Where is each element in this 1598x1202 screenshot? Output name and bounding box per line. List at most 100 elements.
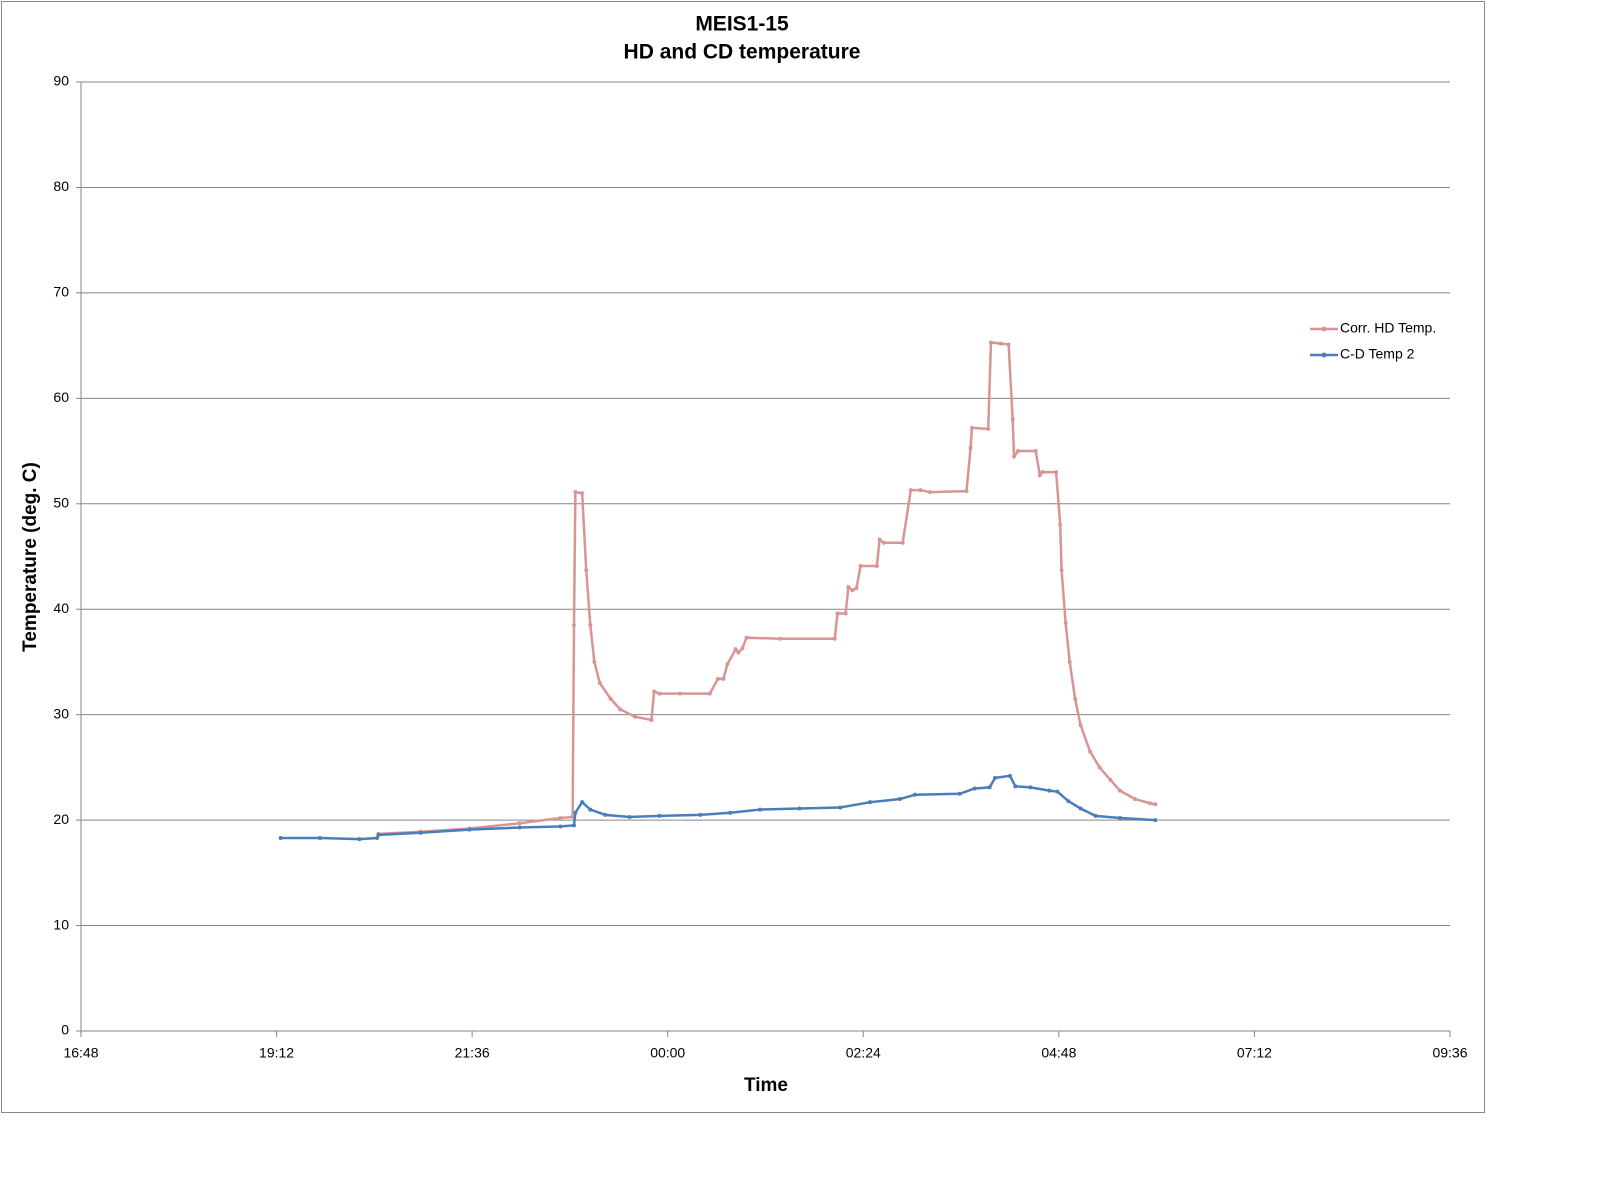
x-tick-label: 04:48	[1041, 1045, 1076, 1061]
data-point	[725, 662, 730, 667]
data-point	[592, 659, 597, 664]
x-tick-label: 00:00	[650, 1045, 685, 1061]
data-point	[881, 540, 886, 545]
y-tick-label: 50	[53, 494, 69, 510]
x-tick-label: 02:24	[846, 1045, 881, 1061]
data-point	[969, 425, 974, 430]
data-point	[1117, 788, 1122, 793]
data-point	[318, 836, 323, 841]
data-point	[1078, 806, 1083, 811]
data-point	[677, 691, 682, 696]
data-point	[1067, 659, 1072, 664]
data-point	[1088, 749, 1093, 754]
data-point	[278, 836, 283, 841]
data-point	[835, 611, 840, 616]
data-point	[1059, 568, 1064, 573]
data-point	[846, 585, 851, 590]
data-point	[854, 586, 859, 591]
data-point	[357, 837, 362, 842]
data-point	[758, 807, 763, 812]
data-point	[572, 823, 577, 828]
data-point	[1007, 773, 1012, 778]
chart-border	[1, 1, 1485, 1113]
data-point	[1058, 522, 1063, 527]
data-point	[1063, 620, 1068, 625]
data-point	[897, 797, 902, 802]
y-tick-label: 60	[53, 389, 69, 405]
x-tick-label: 16:48	[63, 1045, 98, 1061]
data-point	[1037, 473, 1042, 478]
legend-marker	[1321, 326, 1327, 332]
data-point	[573, 810, 578, 815]
chart-title: MEIS1-15	[695, 13, 789, 36]
data-point	[850, 588, 855, 593]
data-point	[927, 490, 932, 495]
data-point	[957, 791, 962, 796]
data-point	[918, 488, 923, 493]
data-point	[728, 810, 733, 815]
chart-subtitle: HD and CD temperature	[624, 41, 861, 64]
data-point	[517, 825, 522, 830]
y-tick-label: 10	[53, 916, 69, 932]
x-tick-label: 07:12	[1237, 1045, 1272, 1061]
legend-marker	[1321, 352, 1327, 358]
data-point	[1066, 799, 1071, 804]
data-point	[778, 636, 783, 641]
data-point	[633, 714, 638, 719]
data-point	[987, 785, 992, 790]
data-point	[908, 488, 913, 493]
data-point	[1010, 417, 1015, 422]
data-point	[736, 650, 741, 655]
data-point	[1153, 818, 1158, 823]
data-point	[603, 812, 608, 817]
series-line	[280, 774, 1156, 841]
data-point	[988, 340, 993, 345]
data-point	[1013, 784, 1018, 789]
data-point	[964, 489, 969, 494]
data-point	[993, 775, 998, 780]
data-point	[838, 805, 843, 810]
data-point	[608, 696, 613, 701]
data-point	[376, 832, 381, 837]
y-tick-label: 90	[53, 73, 69, 89]
data-point	[715, 676, 720, 681]
data-point	[375, 836, 380, 841]
data-point	[572, 623, 577, 628]
data-point	[558, 824, 563, 829]
data-point	[588, 623, 593, 628]
data-point	[900, 540, 905, 545]
data-point	[972, 786, 977, 791]
legend-label: Corr. HD Temp.	[1340, 320, 1436, 336]
data-point	[986, 426, 991, 431]
data-point	[912, 792, 917, 797]
data-point	[1033, 449, 1038, 454]
data-point	[1097, 765, 1102, 770]
data-point	[657, 813, 662, 818]
data-point	[858, 563, 863, 568]
data-point	[573, 490, 578, 495]
data-point	[517, 821, 522, 826]
data-point	[649, 717, 654, 722]
data-point	[1108, 778, 1113, 783]
data-point	[1153, 802, 1158, 807]
data-point	[1012, 454, 1017, 459]
data-point	[874, 563, 879, 568]
data-point	[733, 647, 738, 652]
data-point	[877, 537, 882, 542]
data-point	[698, 812, 703, 817]
data-point	[1047, 788, 1052, 793]
data-point	[618, 707, 623, 712]
y-axis-title: Temperature (deg. C)	[20, 462, 41, 652]
data-point	[580, 491, 585, 496]
data-point	[597, 681, 602, 686]
data-point	[740, 646, 745, 651]
data-point	[584, 568, 589, 573]
data-point	[797, 806, 802, 811]
data-point	[657, 691, 662, 696]
series-line	[378, 341, 1156, 836]
y-tick-label: 0	[61, 1022, 69, 1038]
y-tick-label: 30	[53, 705, 69, 721]
data-point	[832, 636, 837, 641]
